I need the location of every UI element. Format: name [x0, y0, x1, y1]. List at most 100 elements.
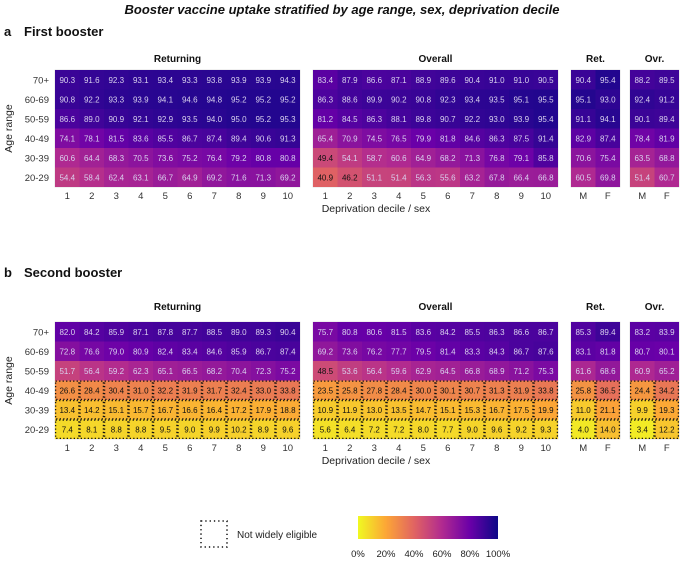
y-axis-label: Age range [3, 356, 15, 405]
heatmap-cell [386, 341, 411, 361]
heatmap-cell [386, 322, 411, 342]
heatmap-cell [313, 341, 338, 361]
heatmap-cell [177, 167, 202, 187]
cell-value-label: 95.2 [280, 95, 296, 104]
not-eligible-outline [629, 380, 655, 401]
heatmap-cell [571, 419, 596, 439]
heatmap-cell [571, 322, 596, 342]
x-tick-label: 3 [114, 443, 119, 454]
heatmap-cell [595, 380, 620, 400]
colorbar-tick-label: 80% [460, 549, 480, 560]
heatmap-cell [177, 128, 202, 148]
x-tick-label: 7 [470, 443, 475, 454]
cell-value-label: 84.5 [342, 115, 358, 124]
not-eligible-outline [54, 380, 80, 401]
heatmap-cell [630, 70, 655, 90]
heatmap-cell [595, 148, 620, 168]
cell-value-label: 93.3 [108, 95, 124, 104]
heatmap-cell [435, 419, 460, 439]
not-eligible-outline [79, 419, 105, 440]
cell-value-label: 72.3 [255, 367, 271, 376]
x-tick-label: 2 [347, 443, 352, 454]
heatmap-cell [153, 128, 178, 148]
heatmap-cell [435, 361, 460, 381]
cell-value-label: 11.9 [342, 406, 358, 415]
y-tick-label: 70+ [33, 327, 50, 338]
x-tick-label: M [579, 443, 587, 454]
cell-value-label: 62.3 [133, 367, 149, 376]
cell-value-label: 70.4 [231, 367, 247, 376]
cell-value-label: 89.4 [659, 115, 675, 124]
cell-value-label: 88.6 [342, 95, 358, 104]
heatmap-cell [153, 70, 178, 90]
not-eligible-outline [386, 380, 412, 401]
heatmap-cell [630, 167, 655, 187]
heatmap-cell [104, 361, 129, 381]
heatmap-cell [509, 322, 534, 342]
heatmap-cell [55, 400, 80, 420]
cell-value-label: 90.3 [59, 76, 75, 85]
heatmap-cell [435, 128, 460, 148]
heatmap-cell [571, 400, 596, 420]
cell-value-label: 76.6 [84, 347, 100, 356]
cell-value-label: 89.0 [84, 115, 100, 124]
heatmap-cell [128, 89, 153, 109]
x-tick-label: 5 [163, 191, 168, 202]
not-eligible-outline [337, 399, 363, 420]
not-eligible-legend-label: Not widely eligible [237, 530, 317, 541]
heatmap-cell [533, 400, 558, 420]
heatmap-cell [460, 128, 485, 148]
heatmap-cell [104, 89, 129, 109]
not-eligible-outline [361, 419, 387, 440]
not-eligible-outline [152, 380, 178, 401]
x-tick-label: 1 [65, 443, 70, 454]
x-tick-label: 10 [540, 443, 551, 454]
heatmap-cell [411, 148, 436, 168]
not-eligible-outline [250, 380, 276, 401]
x-tick-label: 8 [236, 443, 241, 454]
cell-value-label: 88.1 [391, 115, 407, 124]
heatmap-cell [533, 167, 558, 187]
cell-value-label: 66.5 [182, 367, 198, 376]
heatmap-cell [79, 400, 104, 420]
heatmap-cell [460, 70, 485, 90]
cell-value-label: 75.3 [538, 367, 554, 376]
heatmap-cell [202, 89, 227, 109]
heatmap-cell [128, 419, 153, 439]
heatmap-cell [435, 109, 460, 129]
cell-value-label: 68.3 [108, 154, 124, 163]
cell-value-label: 30.4 [108, 386, 124, 395]
cell-value-label: 79.2 [231, 154, 247, 163]
heatmap-cell [509, 341, 534, 361]
cell-value-label: 33.8 [280, 386, 296, 395]
cell-value-label: 81.5 [391, 328, 407, 337]
heatmap-cell [411, 322, 436, 342]
heatmap-cell [435, 341, 460, 361]
cell-value-label: 92.9 [157, 115, 173, 124]
heatmap-cell [275, 70, 300, 90]
cell-value-label: 8.8 [135, 425, 147, 434]
x-axis-label: Deprivation decile / sex [322, 455, 431, 467]
cell-value-label: 80.8 [255, 154, 271, 163]
cell-value-label: 51.7 [59, 367, 75, 376]
cell-value-label: 91.0 [489, 76, 505, 85]
cell-value-label: 88.2 [634, 76, 650, 85]
x-tick-label: 1 [323, 191, 328, 202]
cell-value-label: 93.9 [255, 76, 271, 85]
heatmap-cell [226, 167, 251, 187]
cell-value-label: 95.2 [255, 95, 271, 104]
heatmap-cell [202, 361, 227, 381]
not-eligible-outline [410, 380, 436, 401]
heatmap-cell [275, 148, 300, 168]
cell-value-label: 8.1 [86, 425, 98, 434]
cell-value-label: 78.1 [84, 134, 100, 143]
heatmap-cell [509, 148, 534, 168]
cell-value-label: 81.4 [440, 347, 456, 356]
not-eligible-outline [410, 419, 436, 440]
cell-value-label: 86.7 [182, 134, 198, 143]
group-title: Returning [154, 302, 201, 313]
cell-value-label: 91.6 [84, 76, 100, 85]
not-eligible-outline [361, 380, 387, 401]
